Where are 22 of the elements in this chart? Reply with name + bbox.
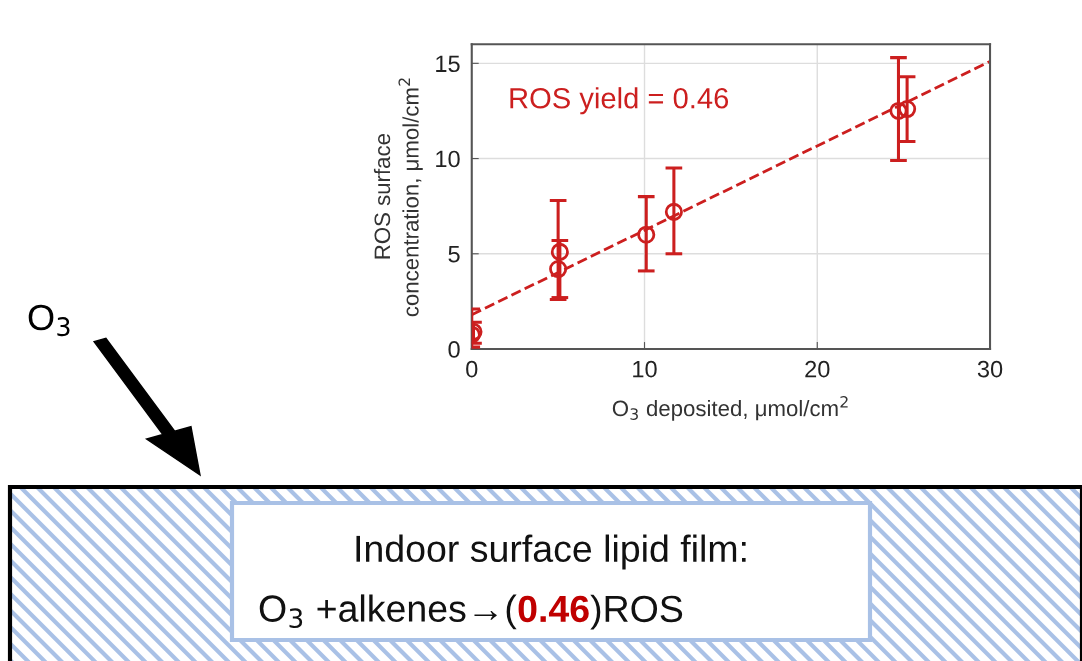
x-tick-label: 20 xyxy=(805,360,830,378)
y-tick-label: 0 xyxy=(448,341,460,358)
x-tick-label: 0 xyxy=(466,360,478,378)
y-tick-label: 5 xyxy=(448,246,460,263)
point xyxy=(889,101,908,120)
x-tick-label: 30 xyxy=(977,360,1003,378)
x-axis-title: O$_{3}$ deposited, μmol/cm$^{2}$ xyxy=(612,396,848,421)
point xyxy=(637,225,656,244)
annotation: ROS yield = 0.46 xyxy=(510,87,729,115)
text: Indoor surface lipid film: xyxy=(356,534,746,570)
y-tick-label: 10 xyxy=(436,150,460,168)
point xyxy=(549,259,568,279)
text: O$_{3}$ +alkenes→( xyxy=(259,594,517,630)
text: 0.46 xyxy=(518,595,589,623)
text: )ROS xyxy=(590,594,683,630)
x-tick-label: 10 xyxy=(633,360,657,378)
point xyxy=(898,100,917,119)
text: O$_{3}$ xyxy=(28,304,70,337)
y-tick-label: 15 xyxy=(436,55,460,73)
y-axis-title: ROS surface concentration, μmol/cm$^{2}$ xyxy=(373,78,423,317)
point xyxy=(664,202,683,221)
point xyxy=(550,242,569,261)
